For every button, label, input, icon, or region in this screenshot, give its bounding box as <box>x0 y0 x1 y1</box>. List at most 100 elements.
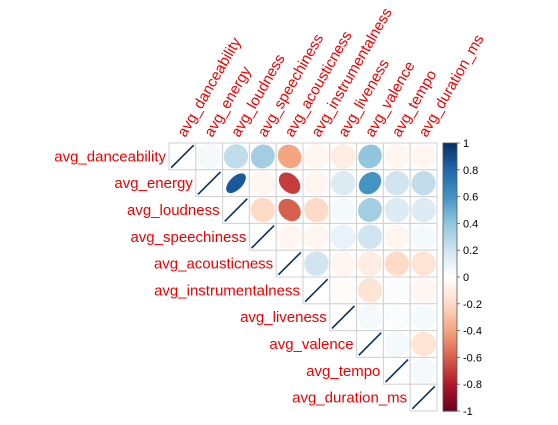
row-label-avg_danceability: avg_danceability <box>54 148 166 165</box>
cell-avg_energy-avg_liveness <box>329 169 358 198</box>
colorbar-segment <box>443 239 457 243</box>
correlation-ellipse <box>223 144 249 169</box>
colorbar-segment <box>443 255 457 259</box>
diagonal-mark <box>384 358 409 383</box>
colorbar-segment <box>443 362 457 367</box>
correlation-ellipse <box>277 224 302 250</box>
cell-avg_acousticness-avg_instrumentalness <box>302 249 331 278</box>
cell-avg_loudness-avg_liveness <box>329 196 358 224</box>
colorbar-segment <box>443 156 457 160</box>
cell-avg_danceability-avg_acousticness <box>275 142 304 171</box>
correlation-ellipse <box>411 144 436 169</box>
cell-avg_tempo-avg_duration_ms <box>409 356 438 385</box>
correlation-ellipse <box>277 144 302 169</box>
colorbar-segment <box>443 392 457 396</box>
colorbar-segment <box>443 159 457 163</box>
colorbar-segment <box>443 314 457 318</box>
correlation-ellipse <box>278 198 301 222</box>
cell-avg_acousticness-avg_acousticness <box>275 249 304 278</box>
colorbar-segment <box>443 231 457 235</box>
colorbar-segment <box>443 258 457 262</box>
cell-avg_energy-avg_speechiness <box>248 169 277 198</box>
cell-avg_danceability-avg_instrumentalness <box>302 142 331 171</box>
correlation-ellipse <box>250 144 275 169</box>
correlation-ellipse <box>411 224 436 250</box>
cell-avg_valence-avg_valence <box>356 330 384 358</box>
correlation-ellipse <box>304 197 329 223</box>
colorbar-segment <box>443 180 457 184</box>
cell-avg_speechiness-avg_valence <box>356 222 384 251</box>
cell-avg_energy-avg_duration_ms <box>409 169 438 198</box>
colorbar-tick-label: 1 <box>463 138 469 150</box>
colorbar-segment <box>443 274 457 278</box>
cell-avg_speechiness-avg_acousticness <box>275 222 304 251</box>
colorbar-segment <box>443 400 457 404</box>
colorbar-segment <box>443 175 457 179</box>
colorbar-segment <box>443 352 457 356</box>
correlation-ellipse <box>358 144 382 169</box>
correlation-ellipse <box>278 172 301 194</box>
colorbar-segment <box>443 247 457 251</box>
row-label-avg_tempo: avg_tempo <box>306 363 380 380</box>
colorbar-tick-label: -0.8 <box>463 379 482 391</box>
colorbar-tick-label: 0.6 <box>463 192 478 204</box>
row-label-avg_speechiness: avg_speechiness <box>130 229 246 246</box>
correlation-ellipse <box>330 197 356 223</box>
cell-avg_danceability-avg_liveness <box>329 142 358 171</box>
colorbar-segment <box>443 199 457 203</box>
colorbar-segment <box>443 263 457 267</box>
colorbar-segment <box>443 242 457 246</box>
row-label-avg_acousticness: avg_acousticness <box>154 256 273 273</box>
colorbar-segment <box>443 282 457 286</box>
cell-avg_valence-avg_tempo <box>382 330 411 358</box>
cell-avg_loudness-avg_duration_ms <box>409 196 438 224</box>
correlation-ellipse <box>411 278 436 303</box>
colorbar-segment <box>443 338 457 342</box>
colorbar-segment <box>443 161 457 166</box>
colorbar-segment <box>443 287 457 291</box>
colorbar-segment <box>443 333 457 337</box>
cell-avg_duration_ms-avg_duration_ms <box>409 383 438 412</box>
colorbar-segment <box>443 394 457 399</box>
colorbar-tick-label: 0.2 <box>463 245 478 257</box>
cell-avg_loudness-avg_tempo <box>382 196 411 224</box>
correlation-ellipse <box>250 170 276 196</box>
cell-avg_acousticness-avg_valence <box>356 249 384 278</box>
colorbar-segment <box>443 341 457 345</box>
colorbar-segment <box>443 384 457 388</box>
correlation-ellipse <box>384 224 410 250</box>
correlation-ellipse <box>411 251 436 276</box>
colorbar-segment <box>443 207 457 211</box>
colorbar-segment <box>443 164 457 168</box>
correlation-ellipse <box>250 197 276 223</box>
cell-avg_energy-avg_tempo <box>382 169 411 198</box>
colorbar-segment <box>443 319 457 324</box>
colorbar-segment <box>443 285 457 289</box>
colorbar-segment <box>443 260 457 265</box>
diagonal-mark <box>331 305 356 330</box>
row-label-avg_instrumentalness: avg_instrumentalness <box>154 282 300 299</box>
diagonal-mark <box>358 332 382 356</box>
colorbar-segment <box>443 330 457 334</box>
colorbar-segment <box>443 405 457 409</box>
colorbar-segment <box>443 293 457 297</box>
colorbar-segment <box>443 335 457 340</box>
correlation-ellipse <box>384 278 410 303</box>
cell-avg_energy-avg_energy <box>195 169 224 198</box>
colorbar-segment <box>443 378 457 383</box>
correlation-ellipse <box>411 171 436 196</box>
colorbar-segment <box>443 143 457 147</box>
correlation-ellipse <box>226 173 246 194</box>
cell-avg_liveness-avg_liveness <box>329 303 358 332</box>
correlation-ellipse <box>357 251 383 276</box>
colorbar-segment <box>443 290 457 294</box>
colorbar-tick-label: 0.4 <box>463 218 478 230</box>
correlation-ellipse <box>330 251 356 276</box>
colorbar-segment <box>443 277 457 281</box>
colorbar-segment <box>443 327 457 332</box>
colorbar-segment <box>443 311 457 316</box>
colorbar-segment <box>443 303 457 308</box>
colorbar-tick-label: -0.6 <box>463 352 482 364</box>
correlation-ellipse <box>304 170 329 196</box>
cell-avg_instrumentalness-avg_duration_ms <box>409 276 438 305</box>
